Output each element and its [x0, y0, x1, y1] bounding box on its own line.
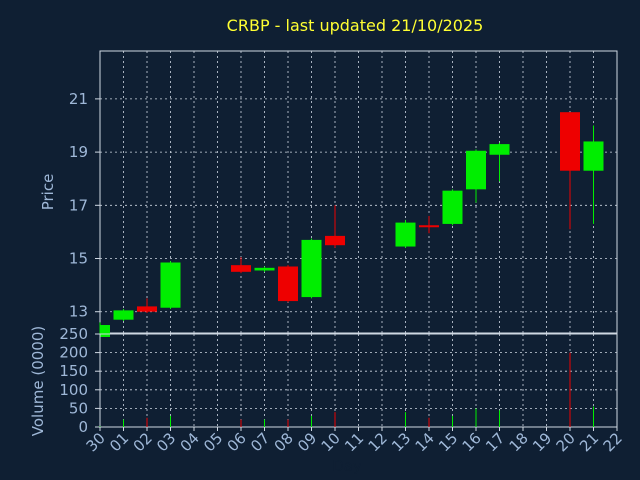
x-tick-label: 07 — [247, 429, 273, 455]
candle-body — [583, 141, 604, 171]
candle-body — [489, 144, 510, 155]
volume-tick-label: 250 — [59, 325, 88, 343]
volume-tick-label: 100 — [59, 381, 88, 399]
volume-tick-label: 200 — [59, 344, 88, 362]
volume-tick-label: 0 — [78, 418, 88, 436]
x-tick-label: 22 — [600, 429, 626, 455]
price-tick-label: 19 — [69, 143, 88, 161]
price-axis-label: Price — [39, 174, 57, 211]
candle-body — [278, 266, 298, 302]
x-tick-label: 17 — [482, 429, 508, 455]
chart-title: CRBP - last updated 21/10/2025 — [227, 16, 484, 35]
x-tick-label: 03 — [153, 429, 179, 455]
x-tick-label: 20 — [553, 429, 579, 455]
candle-body — [560, 112, 580, 171]
x-tick-label: 11 — [341, 429, 367, 455]
x-tick-label: 13 — [388, 429, 414, 455]
x-tick-label: 21 — [576, 429, 602, 455]
x-tick-label: 02 — [130, 429, 156, 455]
candle-body — [137, 306, 157, 312]
candle-body — [254, 267, 275, 271]
x-tick-label: 08 — [271, 429, 297, 455]
x-axis: 3001020304050607080910111213141516171819… — [83, 427, 626, 455]
price-tick-label: 17 — [69, 196, 88, 214]
price-tick-label: 13 — [69, 303, 88, 321]
x-axis-label: Day — [332, 457, 362, 475]
candle-body — [160, 262, 181, 308]
price-tick-label: 15 — [69, 250, 88, 268]
x-tick-label: 19 — [529, 429, 555, 455]
volume-tick-label: 50 — [69, 399, 88, 417]
price-panel: 13 15 17 19 21 — [69, 50, 618, 339]
x-tick-label: 01 — [106, 429, 132, 455]
x-tick-label: 18 — [506, 429, 532, 455]
x-tick-label: 09 — [294, 429, 320, 455]
candle-body — [231, 265, 251, 272]
candle-body — [466, 150, 486, 190]
candle-body — [100, 325, 110, 337]
candle-body — [442, 190, 463, 224]
x-tick-label: 16 — [459, 429, 485, 455]
x-tick-label: 14 — [412, 429, 438, 455]
x-tick-label: 06 — [224, 429, 250, 455]
price-tick-label: 21 — [69, 90, 88, 108]
x-tick-label: 04 — [177, 429, 203, 455]
volume-tick-label: 150 — [59, 362, 88, 380]
candle-body — [395, 222, 416, 247]
x-tick-label: 15 — [435, 429, 461, 455]
x-tick-label: 12 — [365, 429, 391, 455]
candle-body — [113, 310, 134, 320]
candle-body — [419, 225, 439, 228]
candle-body — [301, 239, 322, 298]
volume-axis-label: Volume (0000) — [29, 326, 47, 436]
x-tick-label: 05 — [200, 429, 226, 455]
x-tick-label: 10 — [318, 429, 344, 455]
candle-body — [325, 235, 345, 246]
